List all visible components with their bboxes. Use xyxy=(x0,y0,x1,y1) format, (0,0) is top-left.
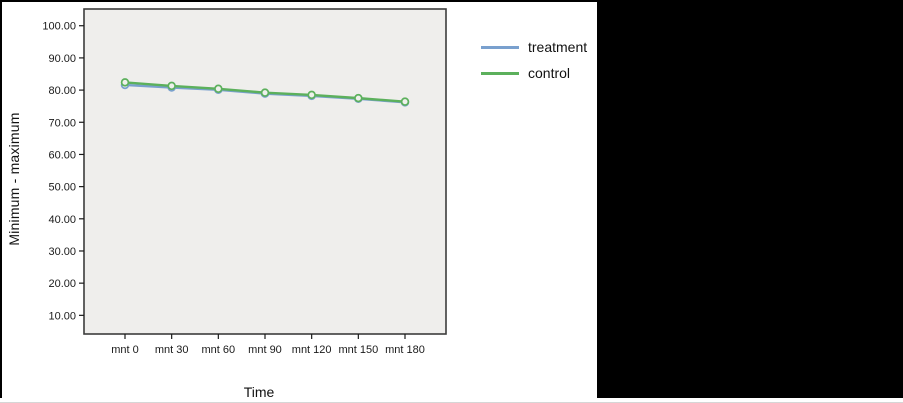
y-tick-label: 10.00 xyxy=(48,310,76,322)
legend-item-control: control xyxy=(481,60,587,86)
y-axis-title: Minimum - maximum xyxy=(6,112,22,246)
y-tick-label: 70.00 xyxy=(48,117,76,129)
x-tick-label: mnt 150 xyxy=(338,344,378,356)
y-tick-label: 90.00 xyxy=(48,53,76,65)
legend-label-treatment: treatment xyxy=(528,39,588,55)
legend-item-treatment: treatment xyxy=(481,34,587,60)
x-tick-label: mnt 90 xyxy=(248,344,282,356)
y-tick-label: 80.00 xyxy=(48,85,76,97)
data-point-control-mnt-0 xyxy=(120,78,130,87)
data-point-control-mnt-30 xyxy=(167,81,176,91)
y-tick-label: 40.00 xyxy=(48,214,76,226)
letterbox-bottom-strip xyxy=(0,398,903,403)
y-tick-label: 50.00 xyxy=(48,182,76,194)
chart-canvas: 100.00 90.00 80.00 70.00 60.00 50.00 40.00 30.0… xyxy=(42,8,447,356)
slide-panel: 100.00 90.00 80.00 70.00 60.00 50.00 40.00 30.0… xyxy=(2,2,597,400)
y-tick-label: 100.00 xyxy=(42,21,76,33)
data-point-control-mnt-180 xyxy=(400,97,410,106)
y-tick-label: 60.00 xyxy=(48,149,76,161)
data-point-control-mnt-120 xyxy=(307,90,316,100)
x-tick-label: mnt 60 xyxy=(202,344,236,356)
y-tick-label: 20.00 xyxy=(48,278,76,290)
treatment-line-swatch xyxy=(481,45,519,49)
data-point-control-mnt-150 xyxy=(354,93,363,103)
y-tick-label: 30.00 xyxy=(48,246,76,258)
data-point-control-mnt-90 xyxy=(260,88,270,97)
x-tick-label: mnt 120 xyxy=(292,344,332,356)
control-line-swatch xyxy=(481,71,519,75)
legend-label-control: control xyxy=(528,65,571,81)
x-axis-title: Time xyxy=(243,384,275,400)
plot-area xyxy=(83,8,447,335)
x-tick-label: mnt 30 xyxy=(155,344,189,356)
x-tick-label: mnt 0 xyxy=(111,344,139,356)
data-point-control-mnt-60 xyxy=(214,84,223,94)
x-tick-label: mnt 180 xyxy=(385,344,425,356)
chart-legend: treatment control xyxy=(481,34,587,86)
